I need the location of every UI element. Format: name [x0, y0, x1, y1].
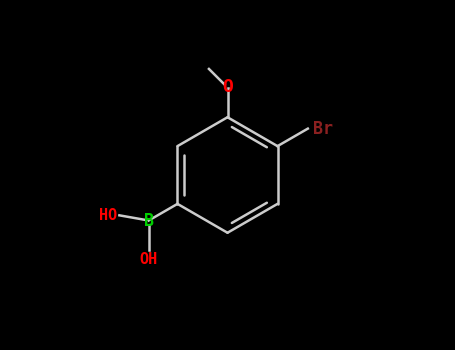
Text: O: O [222, 78, 233, 97]
Text: Br: Br [313, 120, 333, 138]
Text: B: B [144, 211, 154, 230]
Text: HO: HO [99, 208, 118, 223]
Text: OH: OH [140, 252, 158, 267]
